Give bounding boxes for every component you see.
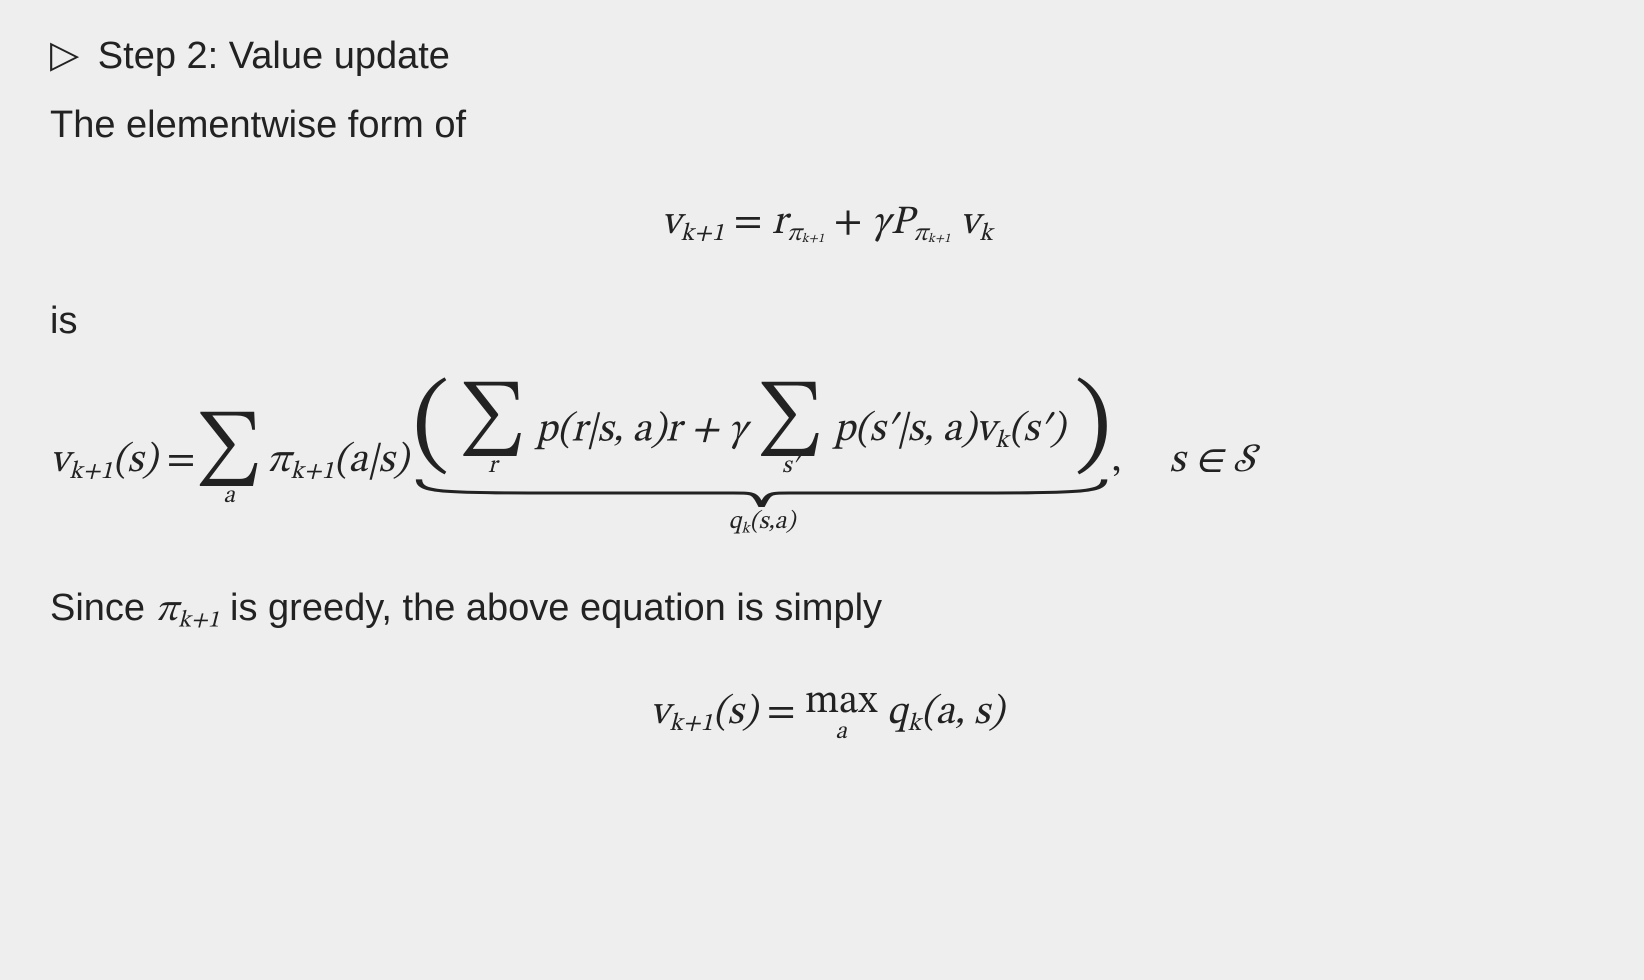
- ubrace-q: q: [729, 509, 742, 534]
- eq1-v: v: [661, 203, 680, 243]
- sum-sprime-under: s′: [757, 454, 824, 478]
- underbrace-icon: [412, 476, 1111, 510]
- eq3-q: q: [887, 693, 908, 733]
- eq3-q-sub: k: [908, 711, 921, 736]
- eq2-pi-arg: (a|s): [334, 441, 408, 481]
- eq1-r: r: [772, 203, 787, 243]
- eq3-v-sub: k+1: [669, 711, 713, 736]
- equation-vector-form: vk+1 = rπk+1 + γPπk+1 vk: [50, 198, 1604, 249]
- eq3-v-arg: (s): [713, 693, 757, 733]
- sum-r-symbol: ∑: [459, 384, 526, 456]
- eq2-p-term2a: p(s′|s, a)v: [833, 410, 995, 450]
- max-over-a: max a: [805, 682, 877, 744]
- eq1-P-sub-k1: k+1: [928, 233, 951, 246]
- sum-over-r: ∑ r: [459, 384, 526, 478]
- eq2-v-sub: k+1: [69, 458, 113, 483]
- step-title: ▷ Step 2: Value update: [50, 30, 1604, 85]
- ubrace-q-sub: k: [741, 520, 749, 536]
- eq2-p-term1: p(r|s, a)r: [536, 410, 681, 450]
- eq2-pi: π: [267, 441, 291, 481]
- eq1-equals: =: [734, 203, 772, 243]
- eq2-v-arg: (s): [113, 441, 157, 481]
- eq2-p-term2-sub: k: [995, 428, 1008, 453]
- sum-r-under: r: [459, 454, 526, 478]
- eq2-pi-sub: k+1: [290, 458, 334, 483]
- equation-max: vk+1(s) = max a qk(a, s): [50, 682, 1604, 744]
- eq1-plus: +: [834, 203, 872, 243]
- eq2-v: v: [50, 441, 69, 481]
- max-under: a: [805, 720, 877, 744]
- eq1-P: P: [891, 203, 914, 243]
- step-title-text: Step 2: Value update: [98, 35, 450, 77]
- eq1-r-sub-pi: π: [787, 221, 802, 246]
- sum-over-a: ∑ a: [195, 414, 262, 508]
- is-text: is: [50, 295, 1604, 348]
- eq2-comma: ,: [1111, 436, 1121, 486]
- ubrace-q-arg: (s,a): [750, 509, 795, 534]
- equation-elementwise: vk+1(s) = ∑ a πk+1(a|s) ( ∑ r p(r|s, a: [50, 384, 1604, 538]
- greedy-suffix: is greedy, the above equation is simply: [219, 587, 882, 629]
- eq2-p-term2b: (s′): [1009, 410, 1065, 450]
- q-underbrace: ( ∑ r p(r|s, a)r + γ ∑ s′ p(s′|s, a)vk(s…: [412, 384, 1111, 538]
- eq1-r-sub-k1: k+1: [802, 233, 825, 246]
- eq1-gamma: γ: [872, 203, 891, 243]
- max-label: max: [805, 682, 877, 722]
- triangle-icon: ▷: [50, 29, 79, 82]
- greedy-sentence: Since πk+1 is greedy, the above equation…: [50, 582, 1604, 638]
- intro-text: The elementwise form of: [50, 99, 1604, 152]
- greedy-pi: π: [156, 592, 178, 630]
- greedy-pi-sub: k+1: [178, 609, 219, 633]
- eq3-v: v: [650, 693, 669, 733]
- eq1-vk-sub: k: [979, 221, 992, 246]
- eq2-equals: =: [167, 441, 196, 481]
- eq1-P-sub-pi: π: [913, 221, 928, 246]
- eq2-plus-gamma: + γ: [690, 410, 747, 450]
- eq3-equals: =: [767, 693, 805, 733]
- eq1-v-sub: k+1: [681, 221, 725, 246]
- slide-page: ▷ Step 2: Value update The elementwise f…: [0, 0, 1644, 980]
- eq1-vk: v: [960, 203, 979, 243]
- sum-sprime-symbol: ∑: [757, 384, 824, 456]
- eq2-side-condition: s ∈ 𝒮: [1169, 436, 1255, 486]
- greedy-prefix: Since: [50, 587, 156, 629]
- sum-over-sprime: ∑ s′: [757, 384, 824, 478]
- sum-a-symbol: ∑: [195, 414, 262, 486]
- eq3-q-arg: (a, s): [921, 693, 1004, 733]
- sum-a-under: a: [195, 484, 262, 508]
